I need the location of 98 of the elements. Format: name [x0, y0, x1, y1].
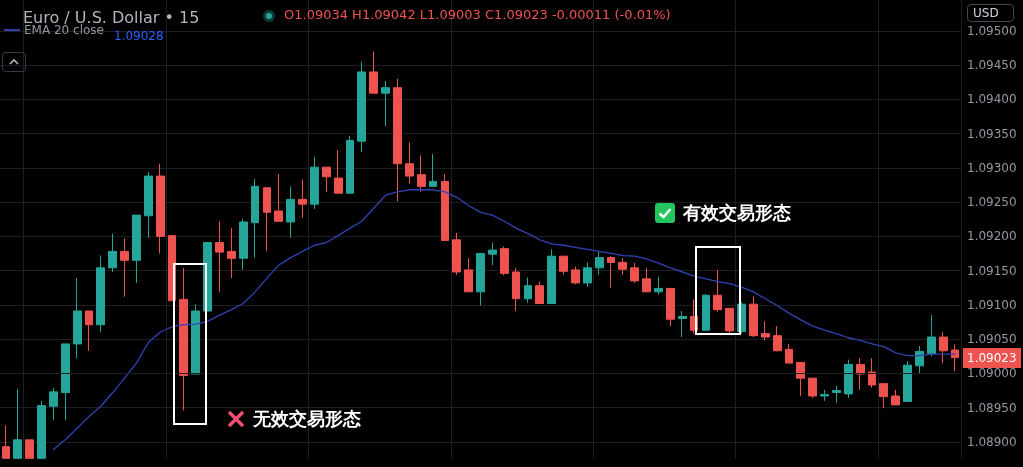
candlestick	[618, 257, 627, 276]
candlestick	[405, 142, 414, 185]
candlestick	[547, 248, 556, 304]
candlestick	[108, 233, 117, 273]
candlestick	[191, 303, 200, 375]
candlestick	[891, 389, 900, 406]
candlestick	[120, 237, 129, 298]
candlestick	[61, 343, 70, 421]
candlestick	[678, 310, 687, 338]
candlestick	[476, 252, 485, 307]
candlestick	[417, 155, 426, 193]
y-tick-label: 1.09050	[967, 332, 1017, 347]
candlestick	[393, 78, 402, 202]
candlestick	[951, 344, 959, 372]
candlestick	[369, 50, 378, 94]
y-tick-label: 1.08950	[967, 400, 1017, 415]
candlestick	[868, 357, 876, 389]
candlestick	[263, 187, 271, 252]
candlestick	[346, 135, 354, 194]
candlestick	[357, 61, 366, 153]
candlestick	[820, 389, 829, 402]
candlestick	[535, 281, 544, 304]
y-tick-label: 1.09350	[967, 126, 1017, 141]
candlestick	[630, 262, 639, 284]
candlestick	[25, 439, 34, 459]
candlestick	[773, 325, 782, 352]
candlestick	[144, 171, 153, 239]
candlestick	[215, 220, 224, 293]
y-axis-title: USD	[967, 4, 1014, 22]
candlestick	[939, 331, 948, 364]
candlestick	[179, 267, 188, 411]
candlestick	[595, 251, 604, 276]
y-tick-label: 1.09400	[967, 92, 1017, 107]
candlestick	[488, 242, 497, 266]
candlestick	[832, 385, 841, 404]
y-tick-label: 1.08900	[967, 434, 1017, 449]
candlestick	[73, 277, 82, 359]
y-tick-label: 1.09150	[967, 263, 1017, 278]
candlestick	[559, 255, 568, 276]
candlestick	[844, 359, 853, 399]
candlestick	[334, 149, 343, 194]
candlestick	[49, 387, 58, 421]
candlestick	[749, 296, 758, 338]
candlestick	[915, 345, 924, 374]
candlestick	[796, 361, 805, 397]
candlestick	[785, 343, 793, 364]
candlestick	[500, 246, 509, 276]
annotation: 1.09028	[114, 29, 164, 43]
annotation: 无效交易形态	[252, 407, 361, 432]
candlestick	[856, 357, 865, 391]
candlestick	[725, 307, 734, 334]
candlestick	[298, 178, 307, 219]
candlestick	[37, 400, 46, 459]
candlestick	[879, 383, 888, 409]
candlestick	[429, 153, 437, 187]
candlestick	[702, 293, 710, 331]
y-tick-label: 1.09500	[967, 23, 1017, 38]
candlestick	[322, 166, 331, 193]
candlestick	[13, 388, 22, 459]
candlestick	[903, 360, 912, 402]
annotation: 有效交易形态	[682, 200, 791, 225]
candlestick	[381, 80, 390, 127]
candlestick	[227, 227, 236, 279]
candlestick	[274, 173, 283, 222]
text: 1.09023	[963, 347, 1021, 368]
y-tick-label: 1.09450	[967, 58, 1017, 73]
candlestick	[512, 267, 520, 312]
candlestick	[583, 261, 592, 288]
candlestick	[156, 163, 165, 254]
legend-label: EMA 20 close	[24, 23, 104, 37]
candlestick	[713, 269, 722, 313]
y-tick-label: 1.09200	[967, 229, 1017, 244]
candlestick	[571, 265, 580, 285]
candlestick	[239, 218, 248, 271]
candlestick	[286, 185, 295, 239]
candlestick	[2, 424, 10, 459]
candlestick	[808, 377, 817, 399]
candlestick	[464, 257, 473, 293]
candlestick	[761, 320, 770, 341]
candlestick	[132, 214, 141, 284]
line-series	[52, 189, 956, 451]
y-tick-label: 1.09000	[967, 366, 1017, 381]
candlestick	[927, 314, 936, 357]
candlestick	[607, 255, 615, 289]
candlestick	[642, 267, 651, 293]
y-tick-label: 1.09100	[967, 297, 1017, 312]
candlestick	[310, 156, 319, 210]
y-tick-label: 1.09250	[967, 195, 1017, 210]
candlestick	[251, 178, 259, 259]
candlestick	[85, 310, 93, 352]
candlestick	[96, 255, 105, 333]
candlestick	[666, 287, 675, 327]
candlestick	[441, 173, 449, 241]
candlestick	[654, 276, 663, 296]
candlestick	[524, 276, 532, 304]
annotation: O1.09034 H1.09042 L1.09003 C1.09023 -0.00011 (-0.01%)	[284, 7, 671, 22]
candlestick	[452, 232, 461, 276]
y-tick-label: 1.09300	[967, 160, 1017, 175]
